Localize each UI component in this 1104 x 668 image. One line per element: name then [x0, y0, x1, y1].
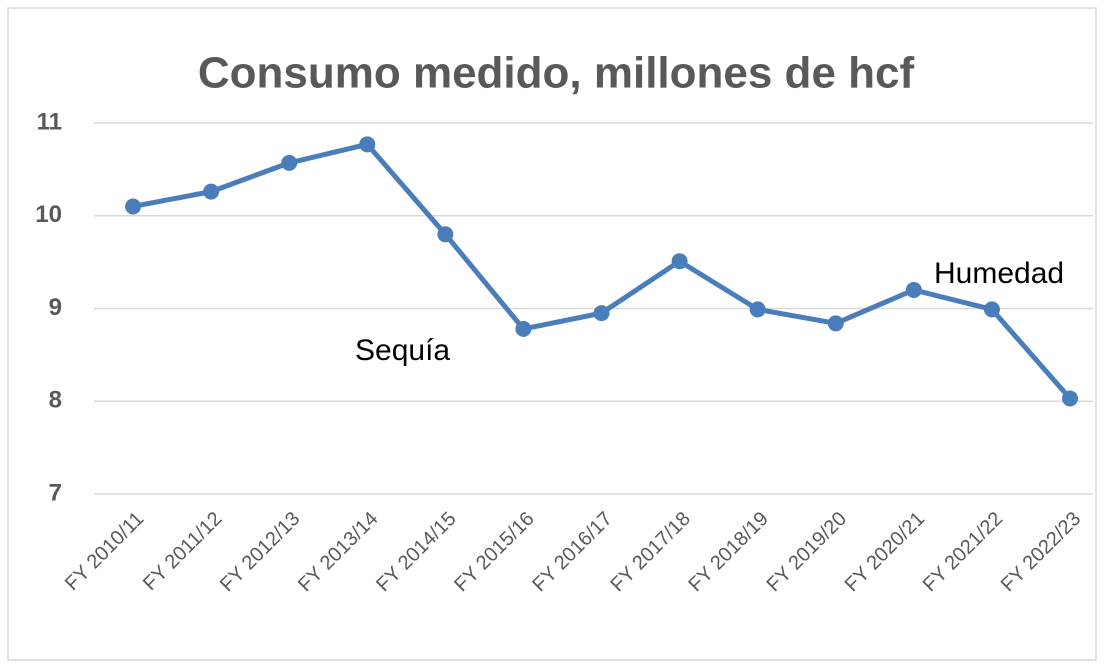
data-point — [125, 198, 142, 215]
y-tick-label: 7 — [49, 479, 62, 506]
y-tick-label: 11 — [37, 108, 62, 135]
data-point — [905, 281, 922, 298]
data-point — [437, 226, 454, 243]
data-point — [281, 154, 298, 171]
y-tick-label: 8 — [49, 387, 62, 414]
annotation: Sequía — [355, 334, 450, 367]
data-point — [593, 305, 610, 322]
data-point — [983, 301, 1000, 318]
chart-title: Consumo medido, millones de hcf — [198, 49, 915, 98]
chart-border — [7, 7, 1097, 661]
y-tick-label: 9 — [49, 294, 62, 321]
data-point — [671, 253, 688, 270]
data-point — [515, 320, 532, 337]
data-point — [1062, 390, 1078, 407]
data-point — [203, 183, 220, 200]
data-point — [749, 301, 766, 318]
data-point — [827, 315, 844, 332]
annotation: Humedad — [934, 257, 1064, 290]
y-tick-label: 10 — [35, 201, 62, 228]
data-point — [359, 136, 376, 153]
